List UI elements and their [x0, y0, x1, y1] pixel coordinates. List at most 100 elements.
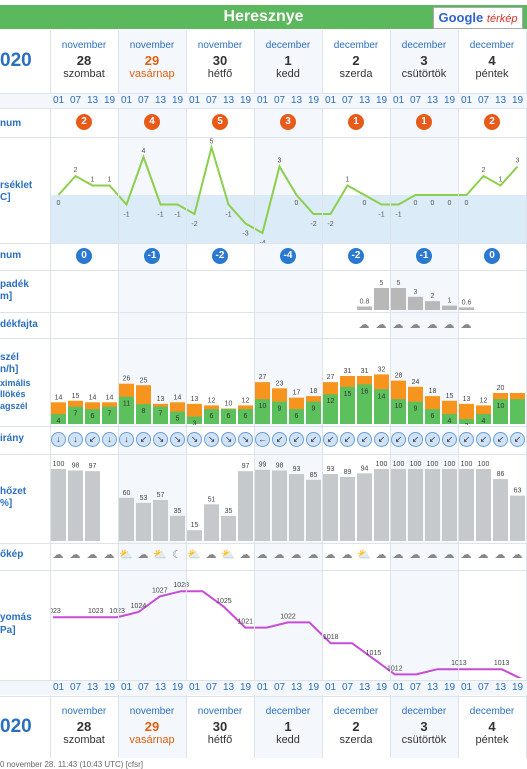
temperature-value: 0	[57, 200, 61, 207]
pressure-value: 1028	[173, 582, 189, 589]
cloud-value: 94	[361, 465, 369, 472]
wind-direction-icon: ↓	[51, 432, 66, 447]
temperature-value: -2	[191, 221, 197, 228]
day-number: 28	[76, 719, 92, 734]
hour-label: 19	[171, 95, 184, 106]
wind-value: 16	[361, 388, 369, 395]
min-temp-badge: -2	[348, 248, 364, 264]
cloud-bar	[153, 499, 168, 541]
wind-bar	[357, 384, 372, 424]
hour-label: 13	[154, 95, 167, 106]
cloud-bar	[323, 474, 338, 541]
gust-value: 24	[412, 379, 420, 386]
precip-value: 5	[397, 280, 401, 287]
hour-label: 07	[273, 682, 286, 693]
wind-bar	[102, 406, 117, 424]
wind-bar	[510, 399, 525, 424]
temperature-value: -1	[157, 212, 163, 219]
day-column[interactable]: november 30 hétfő	[186, 706, 254, 746]
gust-value: 18	[310, 388, 318, 395]
temperature-value: 0	[465, 200, 469, 207]
precip-bar	[425, 301, 440, 310]
min-temp-badge: 0	[76, 248, 92, 264]
wind-bar	[459, 419, 474, 424]
wind-value: 6	[244, 413, 248, 420]
temperature-value: 1	[108, 177, 112, 184]
hour-label: 19	[103, 95, 116, 106]
day-column[interactable]: november 30 hétfő	[186, 40, 254, 80]
precip-type-icon: ☁	[375, 319, 387, 331]
weather-icon: ☁	[341, 549, 353, 561]
cloud-bar	[187, 530, 202, 541]
wind-direction-icon: ↙	[85, 432, 100, 447]
gust-value: 10	[225, 401, 233, 408]
day-column[interactable]: november 29 vasárnap	[118, 40, 186, 80]
precip-value: 0.8	[360, 298, 370, 305]
temperature-value: 2	[482, 167, 486, 174]
precip-value: 2	[431, 293, 435, 300]
day-number: 1	[284, 53, 292, 68]
day-column[interactable]: december 2 szerda	[322, 40, 390, 80]
hour-row-bg	[0, 94, 527, 108]
day-column[interactable]: december 4 péntek	[458, 40, 526, 80]
hour-label: 01	[52, 95, 65, 106]
day-column[interactable]: december 4 péntek	[458, 706, 526, 746]
day-column[interactable]: december 2 szerda	[322, 706, 390, 746]
wind-direction-icon: ↙	[340, 432, 355, 447]
day-weekday: szombat	[63, 734, 105, 746]
day-month: november	[61, 706, 107, 717]
wind-value: 14	[378, 393, 386, 400]
cloud-bar	[255, 469, 270, 541]
wind-value: 8	[142, 408, 146, 415]
wind-value: 10	[259, 403, 267, 410]
day-column[interactable]: december 1 kedd	[254, 706, 322, 746]
day-column[interactable]: november 28 szombat	[50, 706, 118, 746]
precip-type-icon: ☁	[358, 319, 370, 331]
day-column[interactable]: december 3 csütörtök	[390, 706, 458, 746]
google-logo-text: Google	[438, 10, 484, 25]
day-column[interactable]: december 3 csütörtök	[390, 40, 458, 80]
cloud-value: 60	[123, 490, 131, 497]
day-number: 4	[488, 53, 496, 68]
hour-label: 13	[358, 682, 371, 693]
day-month: december	[401, 706, 447, 717]
hour-label: 13	[290, 682, 303, 693]
hour-label: 07	[205, 682, 218, 693]
day-column[interactable]: november 29 vasárnap	[118, 706, 186, 746]
cloud-value: 97	[242, 463, 250, 470]
update-timestamp: 0 november 28. 11:43 (10:43 UTC) [cfsr]	[0, 760, 144, 769]
wind-direction-icon: ↘	[221, 432, 236, 447]
day-number: 4	[488, 719, 496, 734]
precip-bar	[442, 305, 457, 310]
temperature-value: 1	[499, 177, 503, 184]
temperature-value: 1	[346, 177, 350, 184]
wind-value: 7	[159, 411, 163, 418]
pressure-value: 1024	[131, 603, 147, 610]
cloud-value: 100	[427, 461, 439, 468]
temperature-value: -1	[174, 212, 180, 219]
pressure-value: 1023	[109, 608, 125, 615]
weather-icon: ☁	[375, 549, 387, 561]
wind-value: 4	[448, 418, 452, 425]
cloud-bar	[136, 502, 151, 541]
cloud-value: 98	[276, 462, 284, 469]
wind-bar	[306, 401, 321, 424]
gust-value: 25	[140, 377, 148, 384]
cloud-value: 100	[53, 461, 65, 468]
weather-icon: ☁	[256, 549, 268, 561]
hour-label: 07	[477, 682, 490, 693]
day-column[interactable]: december 1 kedd	[254, 40, 322, 80]
day-number: 3	[420, 53, 428, 68]
google-map-button[interactable]: Google térkép	[433, 7, 523, 29]
pressure-value: 1025	[216, 598, 232, 605]
day-weekday: csütörtök	[401, 68, 447, 80]
wind-direction-icon: ↙	[408, 432, 423, 447]
temperature-value: 4	[142, 148, 146, 155]
precip-bar	[374, 288, 389, 310]
gust-value: 13	[191, 396, 199, 403]
wind-bar	[170, 411, 185, 424]
weather-icon: ☁	[205, 549, 217, 561]
precip-type-label: dékfajta	[0, 319, 38, 330]
cloud-bar	[170, 515, 185, 541]
day-column[interactable]: november 28 szombat	[50, 40, 118, 80]
